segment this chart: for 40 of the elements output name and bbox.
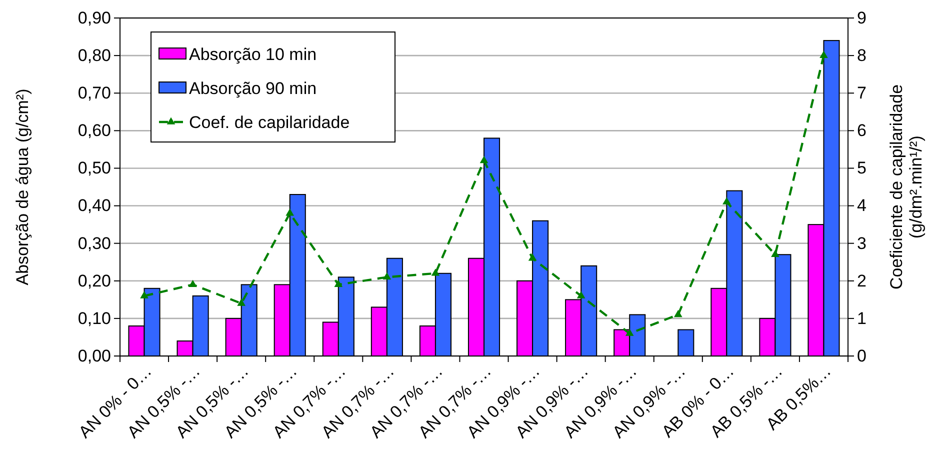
point [576, 291, 586, 298]
point [431, 268, 440, 276]
point [480, 156, 488, 164]
y2-tick-label: 0 [857, 346, 866, 366]
legend-label: Absorção 10 min [189, 44, 317, 64]
legend-label: Absorção 90 min [189, 78, 317, 98]
point [140, 291, 148, 298]
point [382, 272, 392, 280]
y-tick-label: 0,20 [78, 271, 111, 290]
point [528, 254, 537, 261]
y-tick-label: 0,30 [78, 234, 111, 253]
y-tick-label: 0,90 [78, 8, 111, 28]
y-axis-title: Absorção de água (g/cm²) [12, 88, 32, 286]
y2-tick-label: 2 [857, 271, 866, 290]
point [286, 208, 294, 216]
point [674, 310, 682, 318]
legend-label: Coef. de capilaridade [189, 112, 350, 132]
point [625, 328, 634, 336]
y-tick-label: 0,70 [78, 84, 111, 103]
point [237, 298, 246, 306]
y2-tick-label: 8 [857, 46, 866, 65]
y2-tick-label: 6 [857, 121, 866, 140]
y-tick-label: 0,80 [78, 46, 111, 65]
y2-tick-label: 9 [857, 8, 866, 28]
y2-axis-title: Coeficiente de capilaridade (g/dm².min¹/²) [887, 84, 926, 290]
y2-tick-label: 1 [857, 308, 866, 328]
y-tick-label: 0,40 [78, 196, 111, 216]
point [771, 250, 780, 258]
point [188, 280, 197, 288]
y-tick-label: 0,00 [78, 346, 111, 366]
y-tick-label: 0,60 [78, 121, 111, 140]
y2-tick-label: 4 [857, 196, 866, 216]
point [820, 50, 828, 58]
y-tick-label: 0,50 [78, 158, 111, 178]
y2-tick-label: 3 [857, 234, 866, 253]
y-tick-label: 0,10 [78, 308, 111, 328]
point [722, 197, 731, 204]
point [334, 280, 343, 288]
y2-tick-label: 7 [857, 84, 866, 103]
y2-tick-label: 5 [857, 158, 866, 178]
